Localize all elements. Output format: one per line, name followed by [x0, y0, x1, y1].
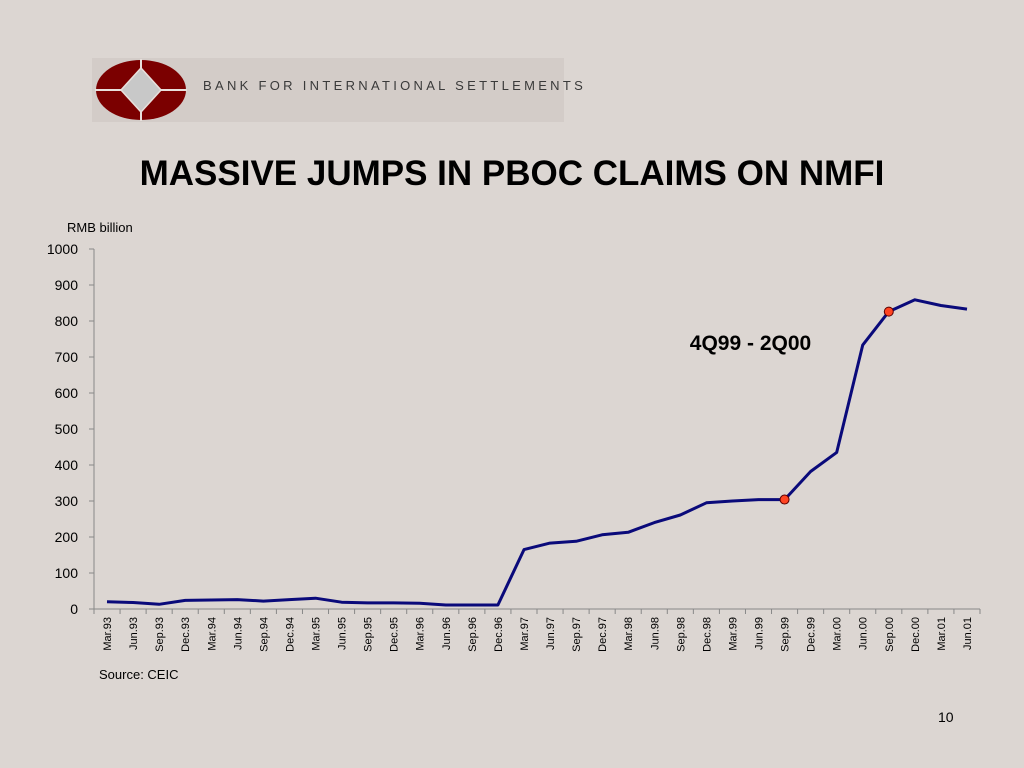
- x-tick-labels: Mar.93 Jun.93 Sep.93 Dec.93 Mar.94 Jun.94 Sep.…: [102, 617, 974, 652]
- page-title: MASSIVE JUMPS IN PBOC CLAIMS ON NMFI: [139, 154, 885, 193]
- x-tick-label: Jun.95: [337, 617, 349, 650]
- x-tick-label: Dec.98: [701, 617, 713, 652]
- chart-axes: [89, 248, 981, 614]
- page-number: 10: [938, 709, 954, 725]
- x-tick-label: Mar.93: [102, 617, 114, 651]
- x-tick-label: Mar.95: [311, 617, 323, 651]
- x-tick-label: Mar.01: [936, 617, 948, 651]
- x-tick-label: Mar.98: [623, 617, 635, 651]
- x-tick-label: Sep.94: [258, 617, 270, 652]
- x-tick-label: Dec.99: [806, 617, 818, 652]
- y-tick-label: 1000: [47, 241, 78, 257]
- x-tick-label: Jun.97: [545, 617, 557, 650]
- x-tick-label: Mar.99: [727, 617, 739, 651]
- x-tick-label: Sep.00: [884, 617, 896, 652]
- y-tick-label: 0: [70, 601, 78, 617]
- x-tick-label: Sep.93: [154, 617, 166, 652]
- x-tick-label: Sep.99: [780, 617, 792, 652]
- x-tick-label: Mar.96: [415, 617, 427, 651]
- x-tick-label: Dec.96: [493, 617, 505, 652]
- x-tick-label: Jun.93: [128, 617, 140, 650]
- y-tick-label: 800: [55, 313, 79, 329]
- x-tick-label: Jun.94: [232, 617, 244, 650]
- x-tick-label: Jun.99: [754, 617, 766, 650]
- annotation-layer: 4Q99 - 2Q00: [690, 332, 811, 355]
- x-tick-label: Dec.93: [180, 617, 192, 652]
- x-tick-label: Jun.00: [858, 617, 870, 650]
- annotation-label: 4Q99 - 2Q00: [690, 332, 811, 355]
- x-tick-label: Sep.97: [571, 617, 583, 652]
- y-tick-label: 500: [55, 421, 79, 437]
- x-tick-label: Sep.98: [675, 617, 687, 652]
- x-tick-label: Jun.96: [441, 617, 453, 650]
- highlight-marker: [779, 494, 790, 505]
- x-tick-label: Dec.94: [284, 617, 296, 652]
- marker-layer: [779, 306, 894, 505]
- source-note: Source: CEIC: [99, 667, 179, 682]
- y-tick-labels: 0 100 200 300 400 500 600 700 800 900 1000: [47, 241, 78, 617]
- y-tick-label: 700: [55, 349, 79, 365]
- y-tick-label: 900: [55, 277, 79, 293]
- x-tick-label: Dec.97: [597, 617, 609, 652]
- highlight-marker: [883, 306, 894, 317]
- series-line-pboc-claims: [106, 298, 968, 607]
- x-tick-label: Mar.97: [519, 617, 531, 651]
- x-tick-label: Jun.98: [649, 617, 661, 650]
- bis-logo-icon: [95, 59, 187, 121]
- x-tick-label: Jun.01: [962, 617, 974, 650]
- x-tick-label: Sep.95: [363, 617, 375, 652]
- org-name: BANK FOR INTERNATIONAL SETTLEMENTS: [203, 78, 587, 93]
- y-tick-label: 100: [55, 565, 79, 581]
- y-tick-label: 300: [55, 493, 79, 509]
- x-tick-label: Dec.95: [389, 617, 401, 652]
- y-tick-label: 200: [55, 529, 79, 545]
- x-tick-label: Mar.94: [206, 617, 218, 651]
- y-tick-label: 400: [55, 457, 79, 473]
- x-tick-label: Sep.96: [467, 617, 479, 652]
- y-tick-label: 600: [55, 385, 79, 401]
- y-axis-unit-label: RMB billion: [67, 220, 133, 235]
- x-tick-label: Mar.00: [832, 617, 844, 651]
- series-layer: [106, 298, 968, 607]
- x-tick-label: Dec.00: [910, 617, 922, 652]
